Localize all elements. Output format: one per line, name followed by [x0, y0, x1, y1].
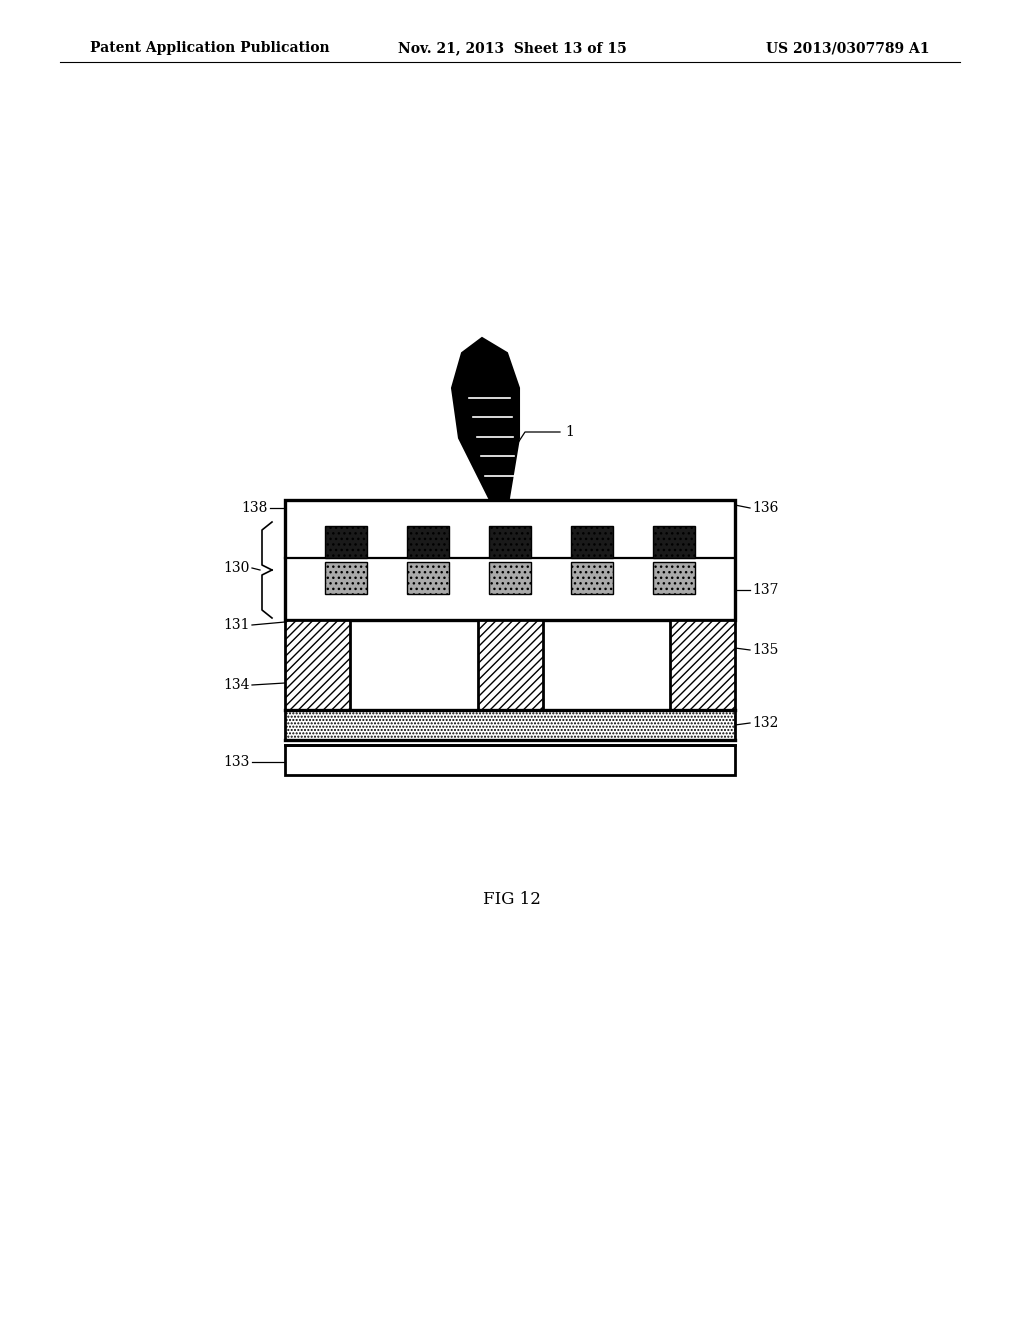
Text: FIG 12: FIG 12	[483, 891, 541, 908]
Text: 137: 137	[752, 583, 778, 597]
Bar	[325, 525, 367, 558]
Bar	[653, 562, 695, 594]
Polygon shape	[452, 338, 519, 498]
Bar	[571, 562, 613, 594]
Text: Patent Application Publication: Patent Application Publication	[90, 41, 330, 55]
Bar	[653, 525, 695, 558]
Bar	[325, 562, 367, 594]
Bar	[670, 620, 735, 710]
Bar	[285, 500, 735, 620]
Text: Nov. 21, 2013  Sheet 13 of 15: Nov. 21, 2013 Sheet 13 of 15	[397, 41, 627, 55]
Bar	[489, 525, 531, 558]
Bar	[571, 525, 613, 558]
Text: 136: 136	[752, 502, 778, 515]
Bar	[407, 525, 449, 558]
Bar	[285, 620, 350, 710]
Text: 134: 134	[223, 678, 250, 692]
Text: 130: 130	[223, 561, 250, 576]
Text: 1: 1	[565, 425, 573, 440]
Text: 138: 138	[242, 502, 268, 515]
Bar	[477, 620, 543, 710]
Text: 131: 131	[223, 618, 250, 632]
Text: 135: 135	[752, 643, 778, 657]
Bar	[489, 562, 531, 594]
Bar	[285, 744, 735, 775]
Text: 132: 132	[752, 715, 778, 730]
Bar	[407, 562, 449, 594]
Text: US 2013/0307789 A1: US 2013/0307789 A1	[767, 41, 930, 55]
Text: 133: 133	[223, 755, 250, 770]
Bar	[285, 710, 735, 741]
